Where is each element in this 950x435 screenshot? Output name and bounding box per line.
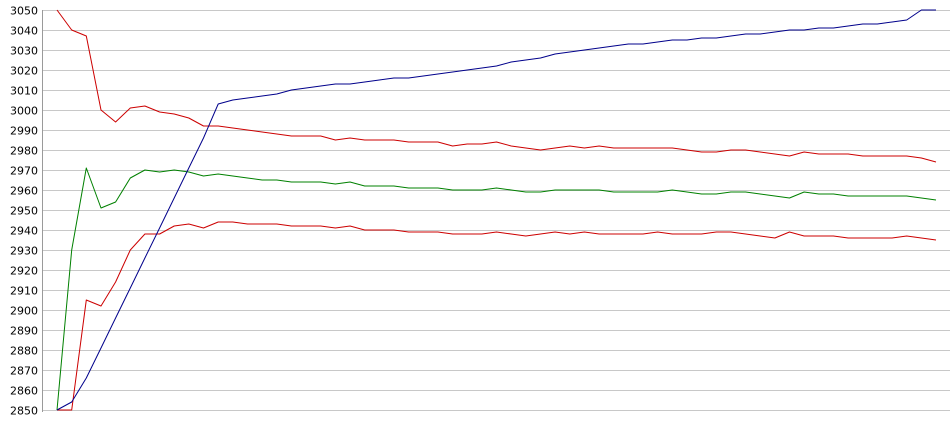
y-tick-label: 2970 (10, 165, 38, 178)
y-tick-label: 3010 (10, 85, 38, 98)
y-tick-label: 2960 (10, 185, 38, 198)
y-tick-label: 3030 (10, 45, 38, 58)
y-tick-label: 2850 (10, 405, 38, 418)
y-tick-label: 2920 (10, 265, 38, 278)
y-tick-label: 2870 (10, 365, 38, 378)
y-tick-label: 2910 (10, 285, 38, 298)
y-tick-label: 2950 (10, 205, 38, 218)
series-line-3 (57, 221, 937, 411)
series-line-2 (56, 167, 937, 411)
y-tick-label: 2980 (10, 145, 38, 158)
y-tick-label: 3040 (10, 25, 38, 38)
y-tick-label: 2890 (10, 325, 38, 338)
y-tick-label: 2990 (10, 125, 38, 138)
y-tick-label: 2900 (10, 305, 38, 318)
y-tick-label: 3050 (10, 5, 38, 18)
y-tick-label: 3000 (10, 105, 38, 118)
series-lines (56, 9, 937, 411)
y-tick-label: 3020 (10, 65, 38, 78)
series-line-4 (56, 9, 936, 411)
y-tick-label: 2930 (10, 245, 38, 258)
grid-lines (42, 10, 950, 411)
y-tick-label: 2940 (10, 225, 38, 238)
y-tick-label: 2860 (10, 385, 38, 398)
series-line-1 (56, 9, 937, 163)
y-tick-label: 2880 (10, 345, 38, 358)
y-axis-tick-labels: 3050 3040 3030 3020 3010 3000 2990 2980 2970 2960… (10, 5, 38, 418)
